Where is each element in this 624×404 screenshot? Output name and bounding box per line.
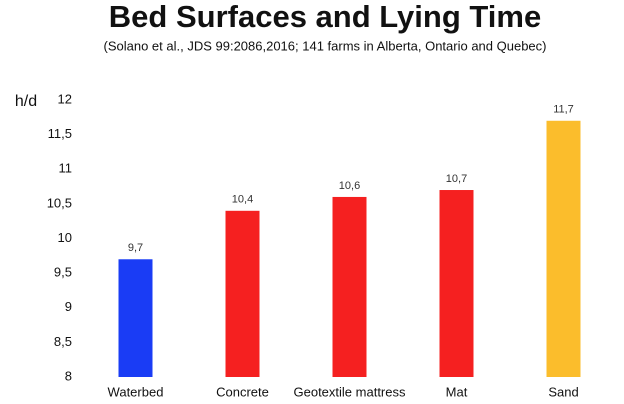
bar (118, 259, 153, 377)
y-tick-label: 9,5 (54, 265, 72, 280)
value-label: 10,6 (339, 180, 360, 192)
value-label: 11,7 (553, 104, 574, 116)
bar (439, 190, 474, 377)
y-axis-label: h/d (15, 93, 37, 110)
y-tick-label: 8,5 (54, 334, 72, 349)
y-tick-label: 11 (59, 161, 73, 176)
x-tick-label: Concrete (216, 384, 269, 399)
y-tick-label: 8 (65, 368, 72, 383)
chart-subtitle: (Solano et al., JDS 99:2086,2016; 141 fa… (104, 38, 547, 53)
bar (546, 120, 581, 378)
y-tick-label: 10 (58, 230, 72, 245)
bar (332, 196, 367, 377)
chart-title: Bed Surfaces and Lying Time (109, 0, 541, 34)
y-tick-label: 11,5 (48, 126, 72, 141)
x-tick-label: Waterbed (108, 384, 164, 399)
x-tick-label: Mat (446, 384, 468, 399)
x-tick-label: Geotextile mattress (294, 384, 406, 399)
x-tick-label: Sand (548, 384, 578, 399)
y-tick-label: 10,5 (47, 195, 72, 210)
bar (225, 210, 260, 377)
value-label: 9,7 (128, 242, 143, 254)
value-label: 10,4 (232, 194, 253, 206)
y-tick-label: 12 (58, 91, 72, 106)
value-label: 10,7 (446, 173, 467, 185)
y-tick-label: 9 (65, 299, 72, 314)
